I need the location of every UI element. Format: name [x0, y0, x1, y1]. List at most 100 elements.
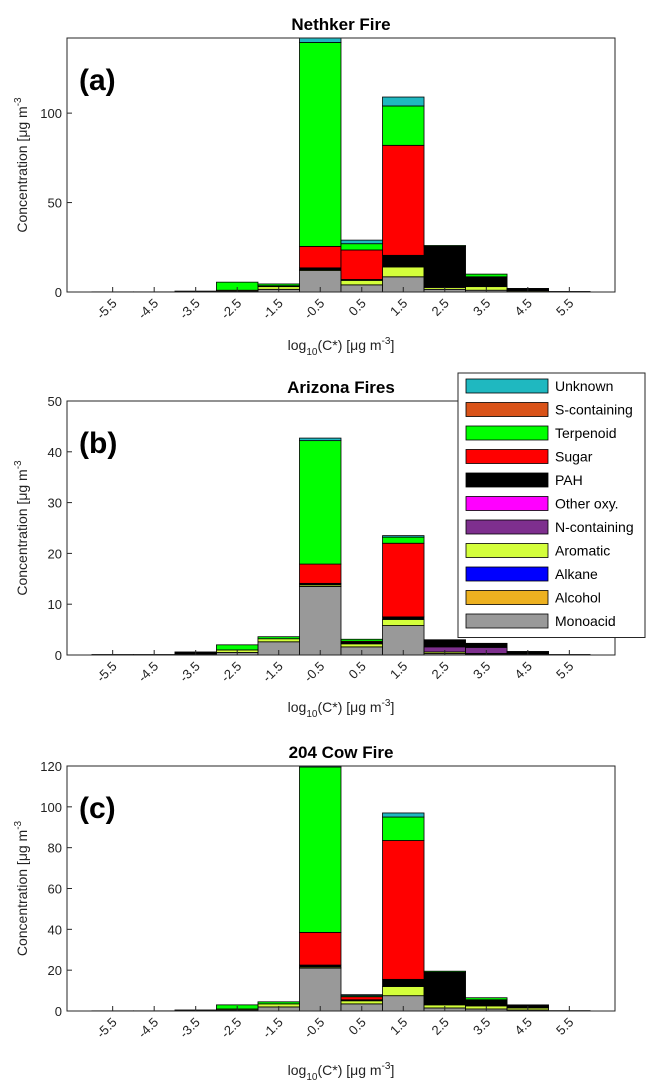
legend-swatch	[465, 519, 549, 535]
x-label-end: ]	[390, 699, 394, 715]
x-label-sub: 10	[306, 709, 318, 720]
x-label-end: ]	[390, 337, 394, 353]
x-tick-label: 0.5	[345, 659, 368, 682]
bar-segment	[216, 644, 259, 651]
y-label-sup: -3	[13, 460, 24, 469]
x-tick-label: -3.5	[176, 1015, 202, 1041]
legend-label: Terpenoid	[555, 425, 617, 441]
x-tick-label: 0.5	[345, 1015, 368, 1038]
x-tick-label: -4.5	[135, 659, 161, 685]
bar-segment	[299, 440, 342, 565]
y-tick-label: 100	[40, 106, 62, 121]
bar-segment	[340, 249, 383, 280]
bar-segment	[340, 239, 383, 245]
x-tick-label: -0.5	[301, 1015, 327, 1041]
x-label-base: log	[288, 337, 307, 353]
x-label-sub: 10	[306, 1072, 318, 1083]
legend-swatch	[465, 613, 549, 629]
x-tick-label: 4.5	[512, 1015, 535, 1038]
y-tick-label: 40	[48, 445, 62, 460]
x-tick-label: -5.5	[93, 659, 119, 685]
bar-segment	[340, 279, 383, 286]
legend-label: Sugar	[555, 449, 593, 465]
chart-title: Nethker Fire	[291, 15, 390, 34]
y-axis-label: Concentration [μg m-3	[13, 820, 30, 956]
bar-segment	[423, 245, 466, 288]
legend-swatch	[465, 472, 549, 488]
bar-segment	[340, 638, 383, 642]
x-tick-label: -1.5	[259, 659, 285, 685]
bar-segment	[299, 42, 342, 247]
bar-segment	[382, 144, 425, 256]
x-tick-label: -5.5	[93, 296, 119, 322]
x-tick-label: 4.5	[512, 296, 535, 319]
bar-segment	[465, 273, 508, 278]
bar-segment	[382, 840, 425, 980]
x-tick-label: 2.5	[429, 296, 452, 319]
legend-label: Unknown	[555, 378, 613, 394]
bar-segment	[382, 812, 425, 818]
y-label-main: Concentration [μg m	[14, 469, 30, 595]
y-tick-label: 0	[55, 285, 62, 300]
legend-swatch	[465, 496, 549, 511]
bar-segment	[340, 994, 383, 997]
bar-segment	[465, 997, 508, 1001]
bar-segment	[382, 978, 425, 987]
legend-swatch	[465, 590, 549, 605]
x-tick-label: 2.5	[429, 659, 452, 682]
x-tick-label: -0.5	[301, 296, 327, 322]
legend-swatch	[465, 378, 549, 394]
bar-segment	[382, 266, 425, 278]
bar-segment	[423, 639, 466, 648]
y-tick-label: 20	[48, 546, 62, 561]
bar-segment	[257, 283, 300, 287]
x-tick-label: -2.5	[218, 659, 244, 685]
y-tick-label: 80	[48, 841, 62, 856]
bar-segment	[423, 970, 466, 973]
y-tick-label: 0	[55, 1004, 62, 1019]
y-tick-label: 30	[48, 496, 62, 511]
x-label-sup: -3	[382, 1061, 391, 1072]
bar-segment	[382, 105, 425, 146]
y-tick-label: 50	[48, 196, 62, 211]
legend-swatch	[465, 402, 549, 417]
bar-segment	[382, 535, 425, 538]
bar-segment	[382, 816, 425, 841]
x-label-sup: -3	[382, 336, 391, 347]
bar-segment	[257, 638, 300, 643]
x-tick-label: 3.5	[470, 659, 493, 682]
bar-segment	[340, 996, 383, 1001]
panel-label: (a)	[79, 64, 116, 97]
bar-segment	[257, 1001, 300, 1005]
y-tick-label: 100	[40, 800, 62, 815]
x-tick-label: 3.5	[470, 296, 493, 319]
x-tick-label: -2.5	[218, 296, 244, 322]
x-tick-label: -4.5	[135, 296, 161, 322]
bar-segment	[423, 245, 466, 247]
bar-segment	[299, 967, 342, 1011]
legend-label: N-containing	[555, 519, 634, 535]
x-tick-label: -1.5	[259, 296, 285, 322]
legend-swatch	[465, 425, 549, 441]
x-tick-label: -2.5	[218, 1015, 244, 1041]
bar-segment	[382, 96, 425, 107]
bar-segment	[299, 766, 342, 768]
legend-swatch	[465, 449, 549, 464]
y-tick-label: 10	[48, 597, 62, 612]
bar-segment	[465, 276, 508, 288]
x-tick-label: 1.5	[387, 296, 410, 319]
x-tick-label: 3.5	[470, 1015, 493, 1038]
bar-segment	[465, 642, 508, 648]
legend-label: Monoacid	[555, 613, 616, 629]
bar-segment	[299, 245, 342, 269]
bars	[91, 766, 591, 1011]
bar-segment	[299, 766, 342, 933]
legend-swatch	[465, 543, 549, 558]
y-axis-label: Concentration [μg m-3	[13, 97, 30, 233]
x-tick-label: -4.5	[135, 1015, 161, 1041]
bar-segment	[257, 636, 300, 640]
x-tick-label: 4.5	[512, 659, 535, 682]
y-label-sup: -3	[13, 820, 24, 829]
x-tick-label: -1.5	[259, 1015, 285, 1041]
